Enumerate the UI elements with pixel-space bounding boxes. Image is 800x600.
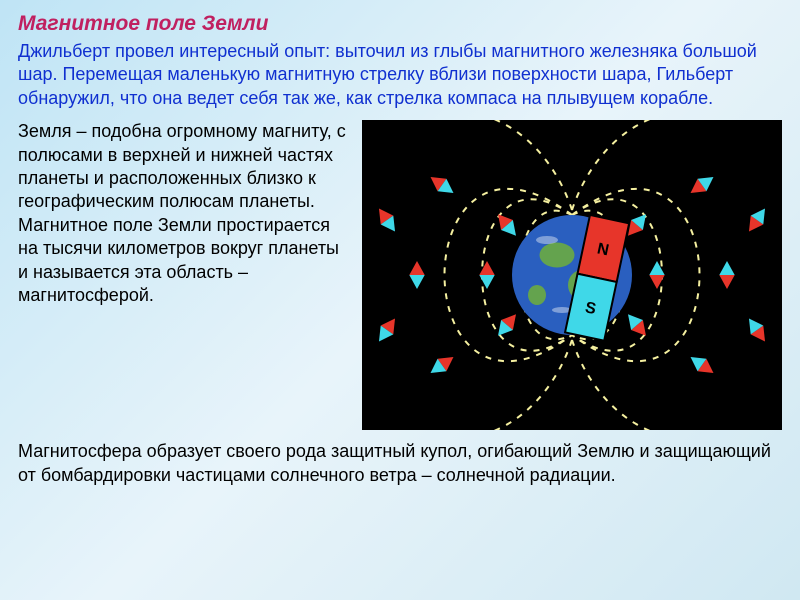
field-line — [422, 340, 572, 430]
compass-needle-icon — [622, 309, 652, 340]
compass-needle-icon — [686, 351, 718, 380]
body-text: Земля – подобна огромному магниту, с пол… — [18, 120, 348, 430]
compass-needle-icon — [743, 204, 772, 236]
mid-row: Земля – подобна огромному магниту, с пол… — [18, 120, 782, 430]
compass-needle-icon — [426, 171, 458, 200]
compass-needle-icon — [686, 171, 718, 200]
compass-needle-icon — [373, 204, 402, 236]
compass-needle-icon — [373, 314, 402, 346]
diagram-svg: NS — [362, 120, 782, 430]
compass-needle-icon — [743, 314, 772, 346]
compass-needle-icon — [409, 261, 424, 289]
page-title: Магнитное поле Земли — [18, 12, 782, 36]
compass-needle-icon — [426, 351, 458, 380]
compass-needle-icon — [492, 209, 522, 240]
field-line — [422, 120, 572, 210]
footer-text: Магнитосфера образует своего рода защитн… — [18, 440, 782, 487]
intro-text: Джильберт провел интересный опыт: выточи… — [18, 40, 782, 110]
compass-needle-icon — [719, 261, 734, 289]
field-line — [572, 120, 722, 210]
compass-needle-icon — [492, 309, 522, 340]
magnetic-field-diagram: NS — [362, 120, 782, 430]
field-line — [572, 340, 722, 430]
